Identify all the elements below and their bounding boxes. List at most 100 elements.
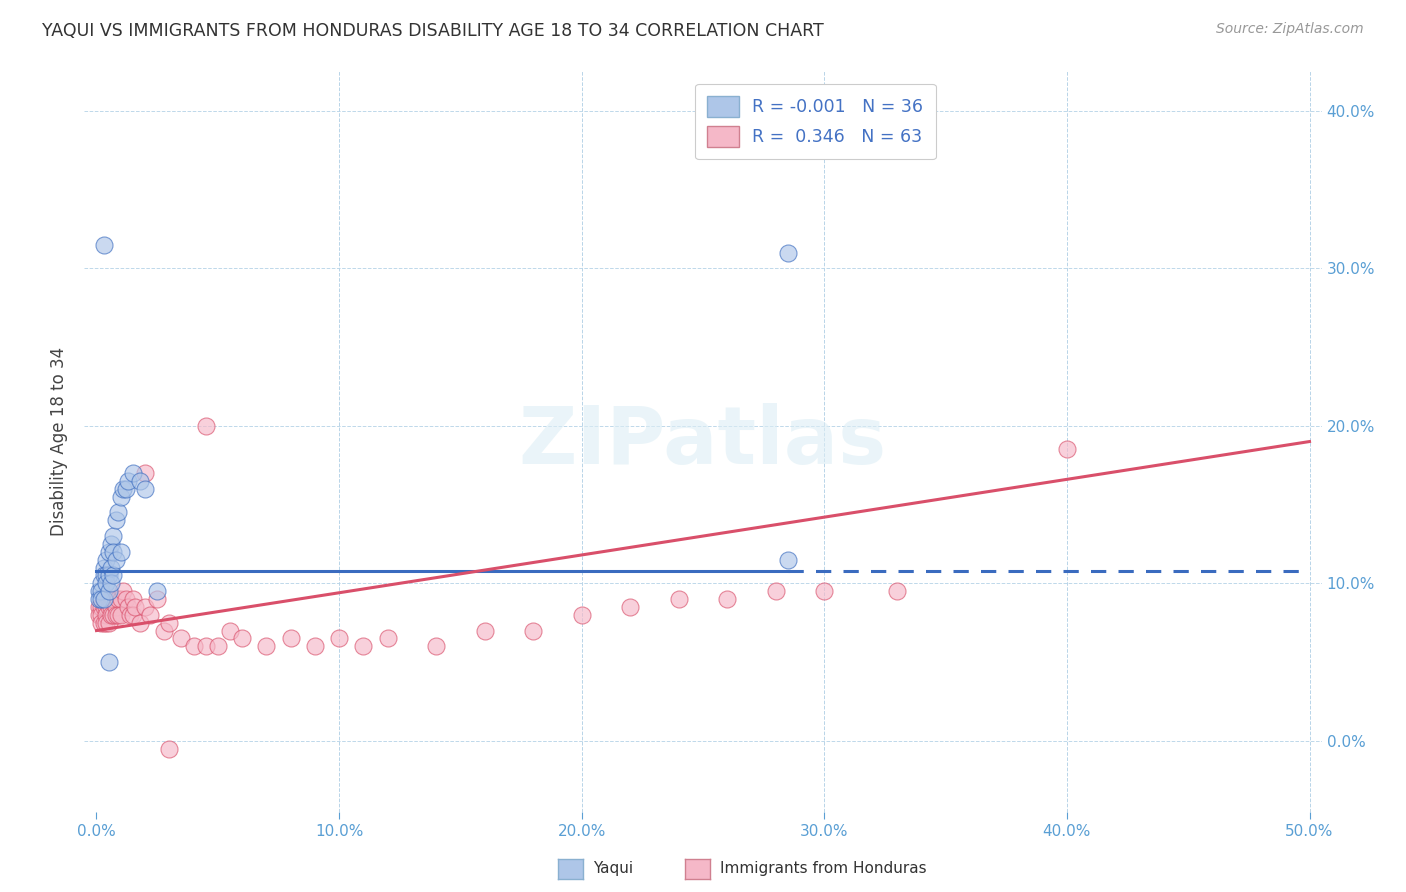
- Point: [522, 624, 544, 638]
- Point: [112, 584, 135, 599]
- Point: [1056, 442, 1078, 457]
- Point: [97, 599, 120, 614]
- Point: [96, 599, 118, 614]
- Point: [254, 640, 277, 654]
- Point: [146, 592, 169, 607]
- Point: [668, 592, 690, 607]
- Point: [90, 607, 112, 622]
- Point: [194, 418, 217, 433]
- Point: [87, 592, 110, 607]
- Point: [96, 568, 118, 582]
- Point: [619, 599, 641, 614]
- Point: [100, 560, 122, 574]
- Point: [112, 482, 135, 496]
- Point: [110, 490, 132, 504]
- Point: [90, 576, 112, 591]
- Point: [117, 599, 139, 614]
- Point: [100, 607, 122, 622]
- Point: [157, 615, 180, 630]
- Point: [110, 607, 132, 622]
- Point: [134, 466, 156, 480]
- Text: Immigrants from Honduras: Immigrants from Honduras: [720, 862, 927, 876]
- Point: [425, 640, 447, 654]
- Point: [93, 568, 115, 582]
- Point: [107, 592, 129, 607]
- Point: [129, 474, 152, 488]
- Point: [90, 615, 112, 630]
- Point: [103, 607, 125, 622]
- Point: [194, 640, 217, 654]
- Point: [90, 584, 112, 599]
- Text: Yaqui: Yaqui: [593, 862, 634, 876]
- Point: [129, 615, 152, 630]
- Point: [97, 568, 120, 582]
- Point: [97, 655, 120, 669]
- Point: [114, 592, 136, 607]
- Point: [280, 632, 302, 646]
- Point: [87, 607, 110, 622]
- Point: [104, 607, 127, 622]
- Point: [90, 592, 112, 607]
- Point: [104, 599, 127, 614]
- Point: [328, 632, 350, 646]
- Point: [122, 607, 145, 622]
- Point: [716, 592, 738, 607]
- Point: [87, 599, 110, 614]
- Point: [183, 640, 205, 654]
- Point: [377, 632, 399, 646]
- Y-axis label: Disability Age 18 to 34: Disability Age 18 to 34: [51, 347, 69, 536]
- Text: ZIPatlas: ZIPatlas: [519, 402, 887, 481]
- Point: [153, 624, 176, 638]
- Text: YAQUI VS IMMIGRANTS FROM HONDURAS DISABILITY AGE 18 TO 34 CORRELATION CHART: YAQUI VS IMMIGRANTS FROM HONDURAS DISABI…: [42, 22, 824, 40]
- Point: [813, 584, 835, 599]
- Point: [93, 592, 115, 607]
- Point: [352, 640, 374, 654]
- Point: [97, 584, 120, 599]
- Point: [93, 560, 115, 574]
- Point: [474, 624, 496, 638]
- Point: [776, 552, 799, 566]
- Point: [120, 607, 142, 622]
- Point: [103, 529, 125, 543]
- Point: [110, 592, 132, 607]
- Point: [122, 466, 145, 480]
- Point: [100, 576, 122, 591]
- Point: [103, 545, 125, 559]
- Point: [93, 592, 115, 607]
- Point: [134, 599, 156, 614]
- Point: [122, 592, 145, 607]
- Point: [96, 615, 118, 630]
- Point: [107, 505, 129, 519]
- Point: [114, 482, 136, 496]
- Point: [96, 552, 118, 566]
- Point: [97, 592, 120, 607]
- Point: [571, 607, 593, 622]
- Point: [96, 576, 118, 591]
- Point: [124, 599, 146, 614]
- Point: [104, 513, 127, 527]
- Legend: R = -0.001   N = 36, R =  0.346   N = 63: R = -0.001 N = 36, R = 0.346 N = 63: [695, 84, 935, 159]
- Point: [219, 624, 242, 638]
- Point: [139, 607, 162, 622]
- Point: [134, 482, 156, 496]
- Point: [103, 568, 125, 582]
- Point: [776, 245, 799, 260]
- Point: [93, 237, 115, 252]
- Point: [87, 584, 110, 599]
- Point: [110, 545, 132, 559]
- Point: [117, 474, 139, 488]
- Point: [93, 615, 115, 630]
- Point: [231, 632, 253, 646]
- Text: Source: ZipAtlas.com: Source: ZipAtlas.com: [1216, 22, 1364, 37]
- Point: [107, 607, 129, 622]
- Point: [97, 545, 120, 559]
- Point: [97, 615, 120, 630]
- Point: [765, 584, 787, 599]
- Point: [100, 599, 122, 614]
- Point: [170, 632, 193, 646]
- Point: [104, 552, 127, 566]
- Point: [304, 640, 326, 654]
- Point: [100, 537, 122, 551]
- Point: [103, 592, 125, 607]
- Point: [157, 741, 180, 756]
